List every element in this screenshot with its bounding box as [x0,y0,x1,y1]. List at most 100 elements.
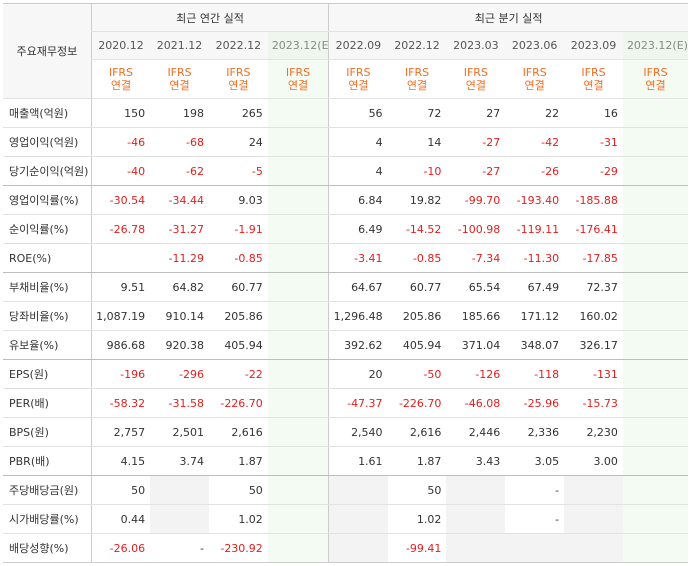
value-cell [267,446,329,476]
ifrs-consolidated-text: 연결 [524,79,545,92]
value-cell [150,504,209,534]
ifrs-label: IFRS 연결 [90,59,151,99]
value-cell: 14 [387,127,447,157]
value-cell: -30.54 [90,185,151,215]
value-cell [328,533,388,563]
ifrs-consolidated-text: 연결 [110,79,132,92]
value-cell [267,475,329,505]
value-cell: 6.84 [328,185,388,215]
period-header: 2023.12(E) [622,31,688,60]
value-cell: 1.61 [328,446,388,476]
value-cell: -50 [387,359,447,389]
value-cell: -7.34 [446,243,506,273]
value-cell: 265 [208,98,268,128]
row-label: 당좌비율(%) [3,301,92,331]
period-header: 2022.12 [208,31,268,60]
table-row: 영업이익(억원) -46 -68 24 4 14 -27 -42 -31 [3,127,688,157]
value-cell: 2,616 [387,417,447,447]
value-cell: 4 [328,127,388,157]
value-cell: 27 [446,98,506,128]
value-cell: -46.08 [446,388,506,418]
value-cell: 326.17 [564,330,623,360]
value-cell [267,388,329,418]
table-row: 유보율(%) 986.68 920.38 405.94 392.62 405.94 371.… [3,330,688,360]
value-cell: 920.38 [150,330,209,360]
value-cell: 1.87 [208,446,268,476]
value-cell [267,185,329,215]
value-cell: -226.70 [387,388,447,418]
value-cell: 2,446 [446,417,506,447]
row-label: BPS(원) [3,417,92,447]
period-header: 2023.06 [505,31,565,60]
value-cell: 2,501 [150,417,209,447]
row-label: 시가배당률(%) [3,504,92,534]
value-cell: -1.91 [208,214,268,244]
value-cell: 198 [150,98,209,128]
value-cell [150,475,209,505]
value-cell [622,214,688,244]
value-cell: -22 [208,359,268,389]
value-cell: -26.06 [90,533,151,563]
ifrs-standard-text: IFRS [285,66,311,79]
value-cell: 20 [328,359,388,389]
value-cell: 22 [505,98,565,128]
table-row: 당좌비율(%) 1,087.19 910.14 205.86 1,296.48 205.8… [3,301,688,331]
value-cell: -40 [90,156,151,186]
value-cell: 1.87 [387,446,447,476]
ifrs-consolidated-text: 연결 [228,79,249,92]
value-cell: 392.62 [328,330,388,360]
value-cell: 205.86 [208,301,268,331]
value-cell: 986.68 [90,330,151,360]
value-cell: -5 [208,156,268,186]
quarter-group-header: 최근 분기 실적 [328,3,688,32]
value-cell: -31.58 [150,388,209,418]
value-cell: -185.88 [564,185,623,215]
value-cell: 910.14 [150,301,209,331]
ifrs-standard-text: IFRS [404,66,430,79]
value-cell: 9.03 [208,185,268,215]
value-cell: 24 [208,127,268,157]
period-header: 2021.12 [150,31,209,60]
value-cell: 3.74 [150,446,209,476]
ifrs-label: IFRS 연결 [446,59,506,99]
value-cell: -26 [505,156,565,186]
ifrs-label: IFRS 연결 [328,59,388,99]
value-cell: 4 [328,156,388,186]
ifrs-standard-text: IFRS [108,66,134,79]
value-cell [622,475,688,505]
value-cell: 205.86 [387,301,447,331]
value-cell: 9.51 [90,272,151,302]
value-cell [267,330,329,360]
value-cell: -29 [564,156,623,186]
value-cell: -46 [90,127,151,157]
table-row: 주당배당금(원) 50 50 50- [3,475,688,505]
value-cell: 1.02 [208,504,268,534]
value-cell: -10 [387,156,447,186]
row-label: 유보율(%) [3,330,92,360]
corner-header: 주요재무정보 [3,3,92,99]
table-row: 부채비율(%) 9.51 64.82 60.77 64.67 60.77 65.54 67.4… [3,272,688,302]
date-header-row: 2020.12 2021.12 2022.12 2023.12(E) 2022.09 20… [3,31,688,60]
value-cell [622,533,688,563]
value-cell: -99.70 [446,185,506,215]
value-cell: -31.27 [150,214,209,244]
value-cell: 348.07 [505,330,565,360]
value-cell [267,243,329,273]
value-cell: -226.70 [208,388,268,418]
value-cell: -3.41 [328,243,388,273]
value-cell [328,475,388,505]
row-label: 주당배당금(원) [3,475,92,505]
value-cell [564,475,623,505]
ifrs-label: IFRS 연결 [150,59,209,99]
value-cell: 67.49 [505,272,565,302]
value-cell: - [505,475,565,505]
ifrs-consolidated-text: 연결 [645,79,666,92]
value-cell [622,330,688,360]
row-label: 매출액(억원) [3,98,92,128]
table-row: 배당성향(%) -26.06- -230.92 -99.41 [3,533,688,563]
value-cell: 3.00 [564,446,623,476]
value-cell: -34.44 [150,185,209,215]
value-cell: 150 [90,98,151,128]
table-body: 매출액(억원) 150 198 265 56 72 27 22 16 영업이익(억원) -46 -68… [3,98,688,563]
value-cell: 160.02 [564,301,623,331]
